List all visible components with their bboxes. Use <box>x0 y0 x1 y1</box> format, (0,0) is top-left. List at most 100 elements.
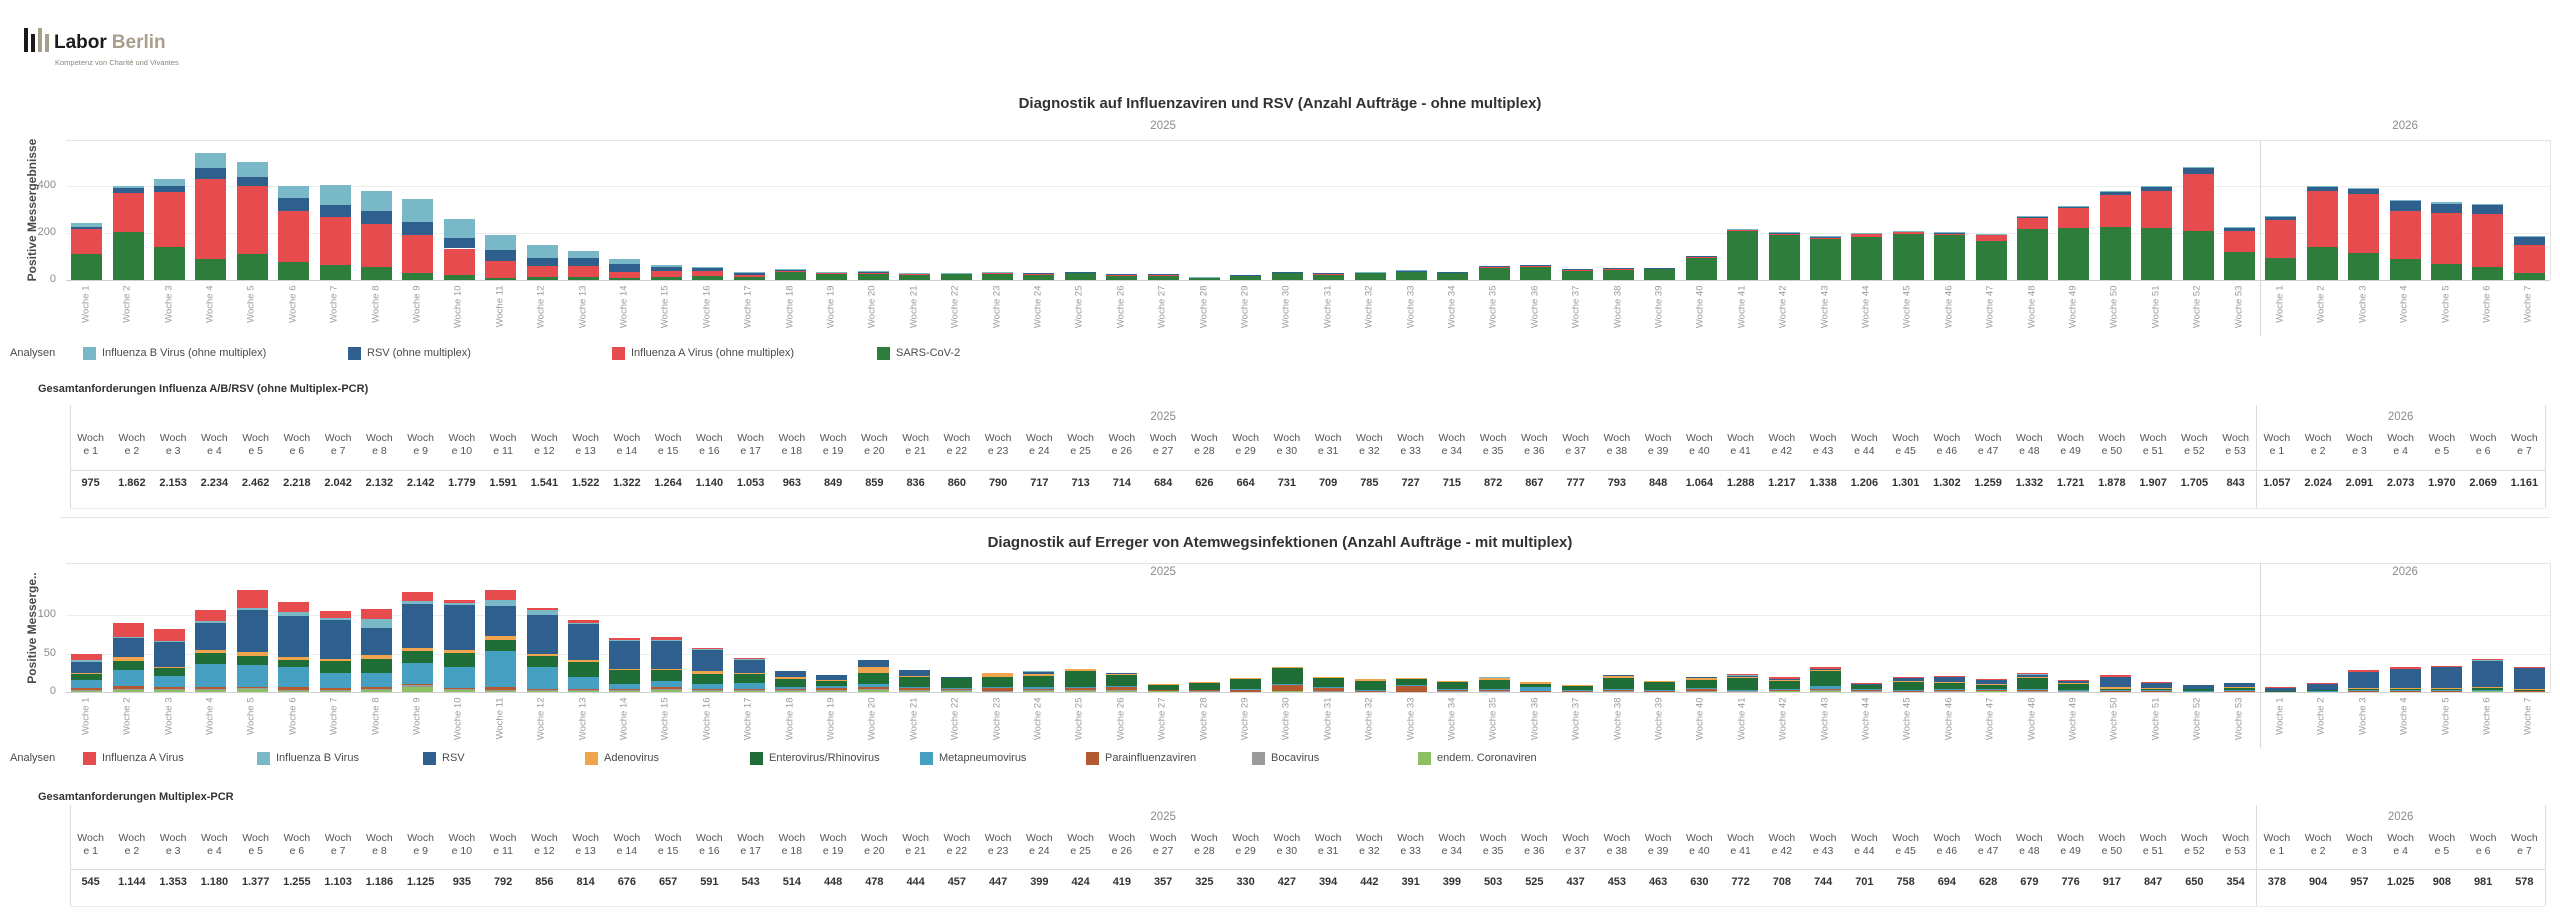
bar-segment-influenza-b-virus[interactable] <box>71 660 103 662</box>
bar-segment-endem-coronaviren[interactable] <box>1768 691 1800 692</box>
legend-item-sars-cov-2[interactable]: SARS-CoV-2 <box>877 346 960 360</box>
bar-segment-adenovirus[interactable] <box>692 671 724 674</box>
bar-segment-sars-cov-2[interactable] <box>1851 236 1883 280</box>
bar-segment-rsv-ohne-multiplex[interactable] <box>2513 236 2545 245</box>
bar-segment-parainfluenzaviren[interactable] <box>2141 691 2173 692</box>
bar-segment-enterovirus-rhinovirus[interactable] <box>236 655 268 666</box>
bar-segment-sars-cov-2[interactable] <box>2224 251 2255 280</box>
bar-segment-endem-coronaviren[interactable] <box>485 690 517 692</box>
bar-segment-influenza-a-virus[interactable] <box>319 611 351 619</box>
bar-segment-endem-coronaviren[interactable] <box>899 691 931 692</box>
bar-segment-influenza-a-virus-ohne-multiplex[interactable] <box>2472 214 2504 268</box>
bar-segment-parainfluenzaviren[interactable] <box>278 687 310 690</box>
bar-segment-influenza-a-virus-ohne-multiplex[interactable] <box>1727 229 1759 231</box>
bar-segment-bocavirus[interactable] <box>899 690 931 692</box>
bar-segment-influenza-b-virus-ohne-multiplex[interactable] <box>112 185 144 189</box>
bar-segment-bocavirus[interactable] <box>195 688 227 691</box>
bar-segment-adenovirus[interactable] <box>982 672 1013 677</box>
bar-segment-rsv[interactable] <box>1851 683 1883 685</box>
bar-segment-sars-cov-2[interactable] <box>1396 271 1427 280</box>
bar-segment-enterovirus-rhinovirus[interactable] <box>733 673 765 683</box>
bar-segment-adenovirus[interactable] <box>1975 683 2007 685</box>
bar-segment-bocavirus[interactable] <box>485 689 517 691</box>
bar-segment-enterovirus-rhinovirus[interactable] <box>1561 685 1593 691</box>
bar-segment-rsv-ohne-multiplex[interactable] <box>2099 191 2131 196</box>
legend-item-rsv-ohne-multiplex[interactable]: RSV (ohne multiplex) <box>348 346 471 360</box>
bar-segment-influenza-a-virus-ohne-multiplex[interactable] <box>2513 244 2545 273</box>
bar-segment-metapneumovirus[interactable] <box>154 675 185 688</box>
bar-segment-parainfluenzaviren[interactable] <box>236 686 268 689</box>
bar-segment-influenza-a-virus-ohne-multiplex[interactable] <box>2099 195 2131 228</box>
bar-segment-metapneumovirus[interactable] <box>2224 690 2255 692</box>
bar-segment-metapneumovirus[interactable] <box>775 686 806 689</box>
bar-segment-parainfluenzaviren[interactable] <box>402 684 434 686</box>
bar-segment-parainfluenzaviren[interactable] <box>2348 691 2380 692</box>
bar-segment-rsv[interactable] <box>2348 671 2380 689</box>
bar-segment-influenza-b-virus[interactable] <box>692 648 724 650</box>
bar-segment-influenza-b-virus[interactable] <box>526 610 558 615</box>
bar-segment-sars-cov-2[interactable] <box>1313 274 1345 280</box>
bar-segment-parainfluenzaviren[interactable] <box>1147 689 1179 692</box>
bar-segment-parainfluenzaviren[interactable] <box>568 688 599 690</box>
bar-segment-bocavirus[interactable] <box>1437 691 1469 692</box>
bar-segment-enterovirus-rhinovirus[interactable] <box>319 661 351 673</box>
legend-item-enterovirus-rhinovirus[interactable]: Enterovirus/Rhinovirus <box>750 751 880 765</box>
bar-segment-adenovirus[interactable] <box>1189 681 1220 683</box>
bar-segment-enterovirus-rhinovirus[interactable] <box>1271 668 1303 685</box>
bar-segment-endem-coronaviren[interactable] <box>609 690 641 692</box>
bar-segment-parainfluenzaviren[interactable] <box>1644 690 1676 692</box>
bar-segment-parainfluenzaviren[interactable] <box>485 686 517 690</box>
bar-segment-influenza-a-virus-ohne-multiplex[interactable] <box>236 186 268 255</box>
bar-segment-rsv-ohne-multiplex[interactable] <box>2431 203 2462 214</box>
bar-segment-influenza-a-virus-ohne-multiplex[interactable] <box>1810 237 1841 239</box>
bar-segment-parainfluenzaviren[interactable] <box>71 688 103 690</box>
bar-segment-metapneumovirus[interactable] <box>1727 689 1759 691</box>
bar-segment-sars-cov-2[interactable] <box>1106 274 1138 280</box>
bar-segment-influenza-b-virus[interactable] <box>361 618 392 629</box>
bar-segment-metapneumovirus[interactable] <box>1810 685 1841 689</box>
bar-segment-endem-coronaviren[interactable] <box>816 691 848 692</box>
bar-segment-enterovirus-rhinovirus[interactable] <box>816 680 848 686</box>
bar-segment-enterovirus-rhinovirus[interactable] <box>2431 688 2462 691</box>
bar-segment-sars-cov-2[interactable] <box>1685 257 1717 280</box>
bar-segment-parainfluenzaviren[interactable] <box>319 688 351 690</box>
bar-segment-influenza-a-virus-ohne-multiplex[interactable] <box>650 270 682 278</box>
bar-segment-influenza-a-virus[interactable] <box>2306 682 2338 685</box>
bar-segment-enterovirus-rhinovirus[interactable] <box>2058 683 2090 690</box>
bar-segment-influenza-a-virus-ohne-multiplex[interactable] <box>154 191 185 248</box>
bar-segment-metapneumovirus[interactable] <box>1685 688 1717 689</box>
bar-segment-rsv[interactable] <box>609 641 641 669</box>
bar-segment-endem-coronaviren[interactable] <box>568 690 599 692</box>
bar-segment-influenza-b-virus-ohne-multiplex[interactable] <box>692 267 724 269</box>
bar-segment-sars-cov-2[interactable] <box>1727 230 1759 280</box>
bar-segment-rsv[interactable] <box>2431 667 2462 689</box>
bar-segment-rsv[interactable] <box>1727 675 1759 678</box>
bar-segment-influenza-b-virus-ohne-multiplex[interactable] <box>568 250 599 259</box>
bar-segment-parainfluenzaviren[interactable] <box>609 688 641 690</box>
bar-segment-sars-cov-2[interactable] <box>319 264 351 280</box>
bar-segment-enterovirus-rhinovirus[interactable] <box>899 677 931 687</box>
bar-segment-influenza-a-virus[interactable] <box>2265 687 2297 689</box>
legend-item-parainfluenzaviren[interactable]: Parainfluenzaviren <box>1086 751 1196 765</box>
bar-segment-rsv[interactable] <box>1810 668 1841 670</box>
bar-segment-metapneumovirus[interactable] <box>319 672 351 689</box>
bar-segment-endem-coronaviren[interactable] <box>236 688 268 692</box>
bar-segment-endem-coronaviren[interactable] <box>361 689 392 692</box>
bar-segment-parainfluenzaviren[interactable] <box>1064 688 1096 691</box>
bar-segment-rsv[interactable] <box>319 620 351 659</box>
bar-segment-sars-cov-2[interactable] <box>1064 272 1096 280</box>
bar-segment-bocavirus[interactable] <box>650 688 682 691</box>
bar-segment-adenovirus[interactable] <box>278 656 310 660</box>
bar-segment-influenza-a-virus-ohne-multiplex[interactable] <box>1437 271 1469 273</box>
bar-segment-influenza-a-virus-ohne-multiplex[interactable] <box>1768 233 1800 236</box>
bar-segment-bocavirus[interactable] <box>2017 691 2048 692</box>
bar-segment-rsv-ohne-multiplex[interactable] <box>857 271 889 273</box>
bar-segment-rsv[interactable] <box>2182 685 2214 689</box>
bar-segment-enterovirus-rhinovirus[interactable] <box>1727 678 1759 690</box>
bar-segment-sars-cov-2[interactable] <box>1520 266 1552 280</box>
bar-segment-influenza-b-virus-ohne-multiplex[interactable] <box>319 184 351 206</box>
bar-segment-adenovirus[interactable] <box>816 679 848 681</box>
bar-segment-sars-cov-2[interactable] <box>1975 241 2007 280</box>
bar-segment-bocavirus[interactable] <box>1685 691 1717 692</box>
bar-segment-sars-cov-2[interactable] <box>1810 238 1841 280</box>
